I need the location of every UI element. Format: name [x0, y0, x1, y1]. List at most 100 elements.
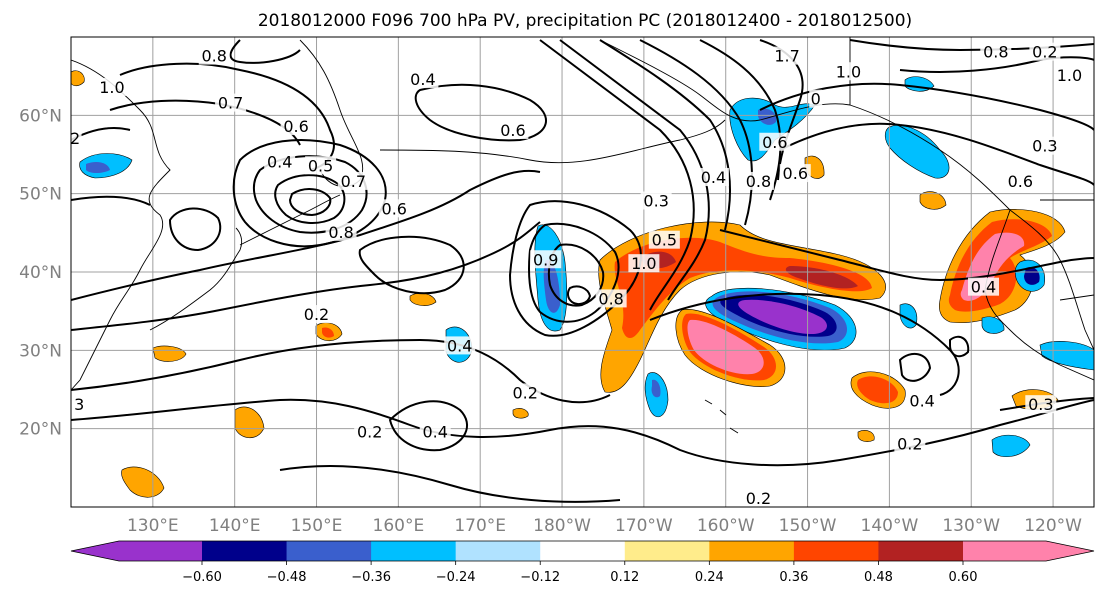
precip-positive-blob — [71, 70, 85, 87]
contour-label-bg — [1029, 42, 1061, 61]
contour-label: 0.9 — [533, 250, 558, 269]
contour-label: 0.8 — [598, 289, 623, 308]
colorbar-tick-label: 0.60 — [949, 570, 978, 585]
colorbar-segment — [878, 541, 964, 561]
colorbar-segment — [709, 541, 795, 561]
pv-contour — [559, 39, 710, 301]
pv-contour — [898, 352, 932, 382]
contour-label: 0.6 — [1008, 172, 1033, 191]
x-tick-label: 170°W — [615, 516, 673, 536]
contour-label: 0.2 — [897, 434, 922, 453]
precip-negative-blob — [543, 259, 560, 313]
pv-contour — [779, 122, 1094, 186]
pv-contour — [566, 285, 592, 305]
colorbar-segment — [71, 541, 202, 561]
colorbar-segment — [963, 541, 1094, 561]
contour-label-bg — [980, 42, 1012, 61]
contour-label-bg — [595, 289, 627, 308]
pv-contour — [649, 292, 960, 396]
contour-label: 0.5 — [308, 156, 333, 175]
coastline-west-coast — [984, 209, 1094, 381]
contour-label: 0.7 — [341, 172, 366, 191]
coastline-kurils — [239, 194, 341, 246]
x-tick-label: 140°W — [861, 516, 919, 536]
contour-label-bg — [628, 254, 660, 273]
precip-positive-blob — [919, 191, 947, 210]
x-tick-label: 130°E — [127, 516, 179, 536]
colorbar-tick-label: 0.24 — [695, 570, 724, 585]
contour-label-bg — [697, 168, 729, 186]
x-tick-label: 150°W — [779, 516, 837, 536]
y-tick-label: 60°N — [19, 106, 62, 126]
pv-contour — [288, 188, 332, 217]
precip-positive-blob — [512, 408, 529, 419]
x-tick-label: 130°W — [942, 516, 1000, 536]
colorbar-tick-label: −0.48 — [267, 570, 307, 585]
contour-label-bg — [640, 191, 672, 210]
contour-label: 0.6 — [382, 199, 407, 218]
colorbar-tick-label: −0.12 — [520, 570, 560, 585]
precip-positive-blob — [322, 327, 334, 338]
contour-label-bg — [444, 336, 476, 355]
contour-labels: 0.8 0.7 0.6 0.4 0.6 0.4 0.5 0.7 0.6 0.8 0.2 0.2 0.4 0… — [70, 42, 1085, 508]
pv-contour — [274, 174, 346, 224]
contour-label: 0.2 — [512, 383, 537, 402]
pv-contour — [279, 464, 621, 503]
contour-label-bg — [264, 152, 296, 171]
pv-contour — [949, 335, 970, 358]
contour-label-bg — [497, 121, 529, 139]
y-tick-label: 40°N — [19, 263, 62, 283]
pv-contour — [528, 222, 620, 323]
contour-label-bg — [906, 391, 938, 410]
contour-label-bg — [354, 422, 386, 441]
pv-contour — [639, 39, 753, 226]
contour-label: 1.0 — [99, 78, 124, 97]
y-tick-label: 30°N — [19, 341, 62, 361]
contour-label: 0.4 — [410, 70, 435, 89]
pv-contour — [414, 83, 547, 142]
contour-label-bg — [198, 46, 230, 65]
pv-contour — [229, 39, 301, 64]
pv-contour — [899, 56, 1094, 73]
coastline-hawaii — [704, 399, 739, 434]
gridlines — [71, 37, 1094, 507]
contour-label-bg — [280, 117, 312, 136]
pv-contour — [539, 39, 695, 311]
contour-label: 1.0 — [631, 254, 656, 273]
contour-label-bg — [96, 77, 128, 96]
precip-negative-blob — [1024, 266, 1040, 285]
contour-label: 2 — [70, 129, 80, 148]
contour-label-bg — [509, 383, 541, 402]
contour-label: 0.2 — [746, 489, 771, 508]
precip-positive-blob — [234, 406, 265, 439]
contour-label-bg — [968, 277, 1000, 296]
contour-label-bg — [71, 128, 82, 147]
pv-contour — [358, 235, 465, 295]
pv-contours — [71, 39, 1094, 503]
precip-positive-blob — [121, 466, 165, 498]
contour-label-bg — [1053, 66, 1085, 85]
contour-label: 0.4 — [422, 423, 447, 442]
pv-contour — [719, 229, 1094, 282]
contour-label-bg — [779, 164, 811, 183]
precip-positive-blob — [857, 376, 898, 404]
contour-label: 0.8 — [746, 172, 771, 191]
precip-negative-blob — [738, 299, 827, 334]
contour-label-bg — [215, 93, 247, 112]
contour-label-bg — [407, 70, 439, 89]
contour-label-bg — [337, 171, 369, 190]
pv-contour — [508, 200, 642, 337]
precip-negative-blob — [991, 434, 1031, 458]
precip-negative-blob — [86, 162, 110, 173]
contour-label: 0.2 — [1032, 43, 1057, 62]
precip-negative-blob — [884, 124, 950, 179]
pv-contour — [388, 400, 469, 452]
colorbar-segment — [202, 541, 288, 561]
contour-label: 0.8 — [983, 43, 1008, 62]
contour-label-bg — [742, 489, 774, 507]
contour-label: 0.2 — [304, 305, 329, 324]
chart-title: 2018012000 F096 700 hPa PV, precipitatio… — [258, 11, 912, 31]
pv-contour — [71, 398, 1094, 467]
contour-label: 0.3 — [643, 192, 668, 211]
contour-label-bg — [378, 199, 410, 218]
